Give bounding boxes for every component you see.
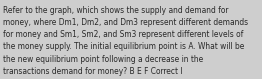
Text: money, where Dm1, Dm2, and Dm3 represent different demands: money, where Dm1, Dm2, and Dm3 represent… xyxy=(3,18,248,27)
Text: for money and Sm1, Sm2, and Sm3 represent different levels of: for money and Sm1, Sm2, and Sm3 represen… xyxy=(3,30,243,39)
Text: the money supply. The initial equilibrium point is A. What will be: the money supply. The initial equilibriu… xyxy=(3,42,244,51)
Text: Refer to the graph, which shows the supply and demand for: Refer to the graph, which shows the supp… xyxy=(3,6,228,15)
Text: transactions demand for money? B E F Correct I: transactions demand for money? B E F Cor… xyxy=(3,67,183,76)
Text: the new equilibrium point following a decrease in the: the new equilibrium point following a de… xyxy=(3,55,203,64)
